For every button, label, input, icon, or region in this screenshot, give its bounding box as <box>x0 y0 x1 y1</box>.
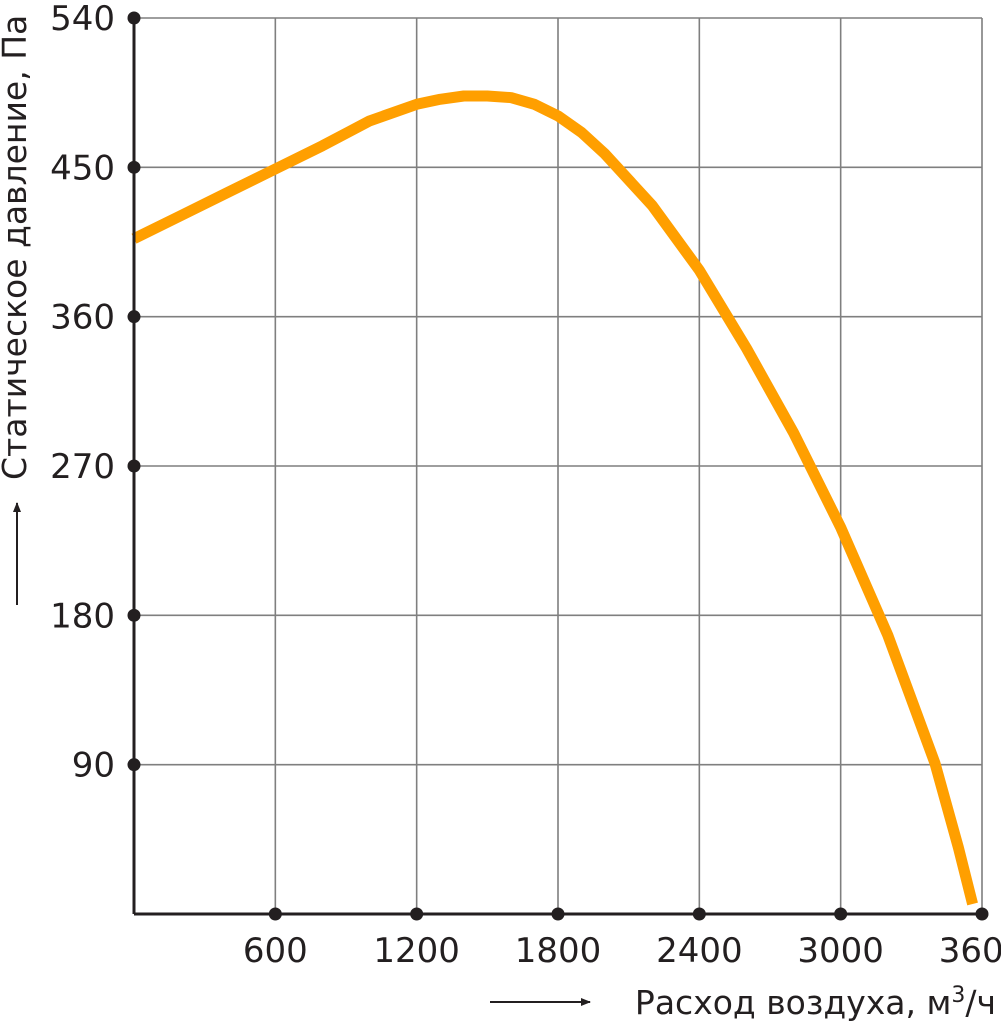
y-tick-dot-3 <box>127 310 141 324</box>
y-tick-dot-0 <box>127 758 141 772</box>
x-tick-label-0: 600 <box>243 931 308 971</box>
x-tick-dot-1 <box>410 907 424 921</box>
y-tick-label-2: 270 <box>50 447 115 487</box>
y-tick-dot-2 <box>127 459 141 473</box>
x-tick-dot-4 <box>834 907 848 921</box>
x-ticks: 600 1200 1800 2400 3000 3600 <box>243 907 1001 971</box>
x-tick-label-4: 3000 <box>797 931 884 971</box>
y-tick-dot-5 <box>127 11 141 25</box>
x-tick-dot-3 <box>692 907 706 921</box>
y-ticks: 90 180 270 360 450 540 <box>50 0 141 786</box>
y-tick-label-0: 90 <box>72 746 115 786</box>
x-tick-dot-5 <box>975 907 989 921</box>
x-axis-label: Расход воздуха, м3/ч <box>635 983 996 1023</box>
curves <box>131 90 978 906</box>
y-tick-label-3: 360 <box>50 298 115 338</box>
y-tick-label-4: 450 <box>50 148 115 188</box>
x-tick-label-1: 1200 <box>373 931 460 971</box>
x-axis-title: Расход воздуха, м3/ч <box>490 983 996 1023</box>
x-tick-dot-2 <box>551 907 565 921</box>
y-axis-title: Статическое давление, Па <box>0 15 34 605</box>
y-axis-label: Статическое давление, Па <box>0 15 34 480</box>
y-tick-dot-1 <box>127 608 141 622</box>
x-tick-label-2: 1800 <box>515 931 602 971</box>
series-line-0 <box>131 90 978 906</box>
x-tick-dot-0 <box>268 907 282 921</box>
grid <box>134 17 983 914</box>
y-tick-label-5: 540 <box>50 0 115 39</box>
x-tick-label-5: 3600 <box>939 931 1001 971</box>
y-tick-dot-4 <box>127 160 141 174</box>
x-tick-label-3: 2400 <box>656 931 743 971</box>
y-tick-label-1: 180 <box>50 596 115 636</box>
